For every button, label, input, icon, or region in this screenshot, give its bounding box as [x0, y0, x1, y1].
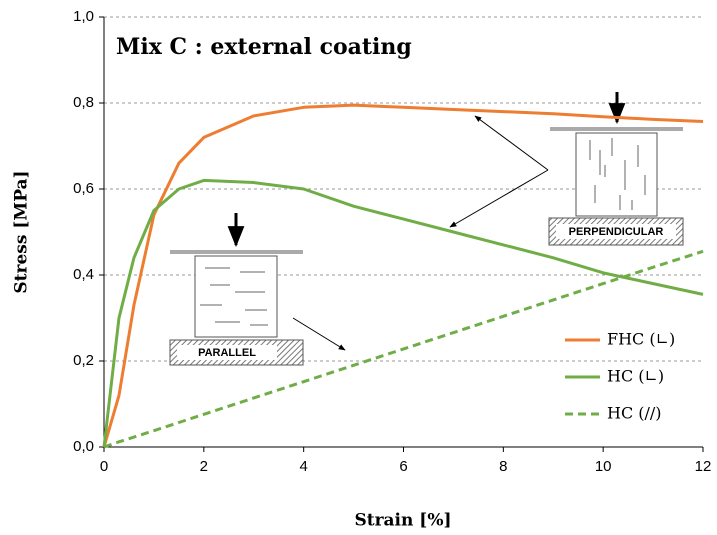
y-tick-label: 0,2 — [73, 352, 94, 369]
y-tick-label: 0,6 — [73, 180, 94, 197]
x-tick-label: 0 — [100, 458, 108, 475]
legend-label: HC (//) — [607, 404, 662, 423]
label-box — [556, 224, 676, 239]
legend-label: HC (∟) — [607, 367, 664, 386]
y-tick-label: 0,8 — [73, 94, 94, 111]
pointer — [449, 169, 549, 228]
data-line — [102, 178, 704, 448]
insets: PERPENDICULAR PARALLEL — [169, 92, 684, 366]
x-tick-label: 4 — [299, 458, 307, 475]
legend-label: FHC (∟) — [607, 330, 675, 349]
specimen — [194, 255, 278, 338]
specimen — [575, 132, 658, 217]
inset-label: PERPENDICULAR — [569, 226, 664, 238]
x-tick-label: 2 — [200, 458, 208, 475]
pointer — [292, 317, 346, 351]
y-tick-label: 1,0 — [73, 8, 94, 25]
load-plate — [550, 127, 683, 131]
label-box — [177, 345, 277, 360]
y-axis-label: Stress [MPa] — [12, 170, 32, 293]
chart-title: Mix C : external coating — [116, 34, 412, 60]
y-tick-label: 0,4 — [73, 266, 94, 283]
x-tick-label: 12 — [695, 458, 712, 475]
fibers — [200, 267, 268, 326]
x-tick-label: 8 — [499, 458, 507, 475]
pointer — [474, 115, 549, 171]
x-tick-label: 6 — [399, 458, 407, 475]
data-line — [102, 103, 704, 448]
y-tick-label: 0,0 — [73, 438, 94, 455]
data-line — [103, 249, 704, 449]
x-tick-label: 10 — [595, 458, 612, 475]
load-plate — [170, 250, 303, 254]
inset-label: PARALLEL — [198, 347, 256, 359]
x-axis-label: Strain [%] — [354, 511, 451, 531]
fibers — [589, 138, 646, 210]
